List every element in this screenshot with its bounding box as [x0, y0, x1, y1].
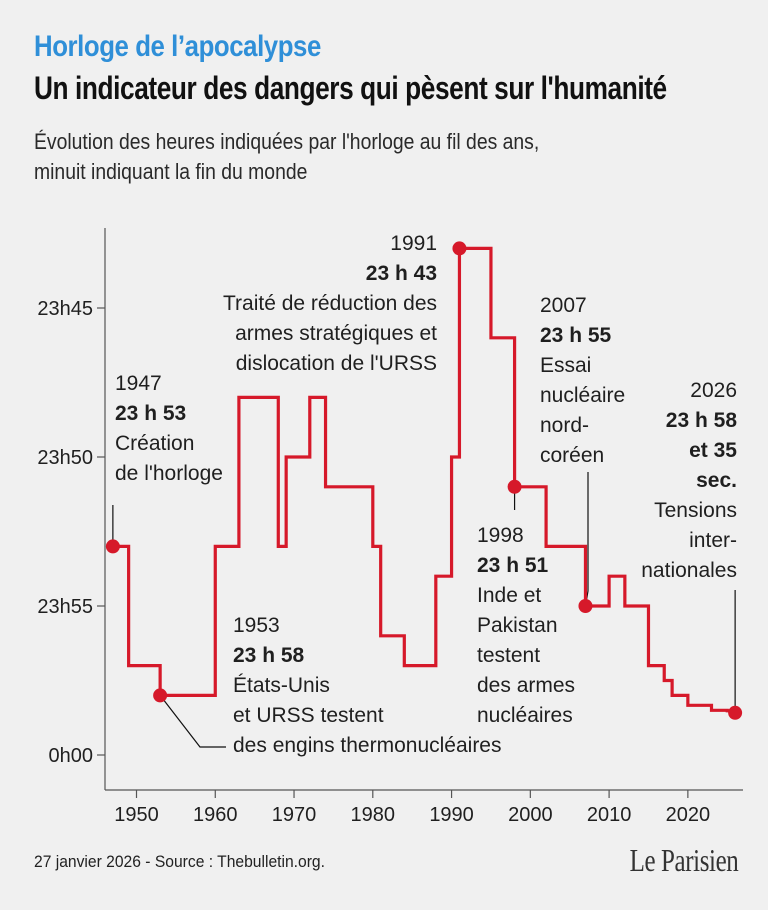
x-tick-label: 1950	[114, 804, 159, 826]
annotation-line: Essai	[540, 354, 591, 377]
subtitle-line-1: Évolution des heures indiquées par l'hor…	[34, 129, 540, 154]
annotation-line: Traité de réduction des	[223, 292, 437, 315]
y-tick-label: 23h55	[37, 596, 93, 618]
x-tick-label: 2010	[587, 804, 632, 826]
chart-subtitle: Évolution des heures indiquées par l'hor…	[34, 127, 539, 187]
series-group	[105, 241, 743, 720]
x-tick-label: 2000	[508, 804, 553, 826]
annotation-line: des engins thermonucléaires	[233, 734, 502, 757]
annotation-line: 2026	[690, 379, 737, 402]
chart-title: Un indicateur des dangers qui pèsent sur…	[34, 70, 667, 106]
annotation-line: et 35	[689, 439, 737, 462]
annotation-2007: 2007 23 h 55 Essai nucléaire nord-coréen	[540, 294, 625, 467]
highlight-point	[452, 241, 467, 256]
y-tick-label: 23h45	[37, 298, 93, 320]
annotation-line: Pakistan	[477, 614, 558, 637]
kicker: Horloge de l’apocalypse	[34, 30, 321, 63]
highlight-point	[578, 599, 593, 613]
annotation-line: 23 h 43	[366, 262, 437, 285]
annotation-line: Tensions	[654, 499, 737, 522]
annotation-line: 23 h 55	[540, 324, 612, 347]
annotation-line: États-Unis	[233, 674, 330, 697]
y-tick-label: 23h50	[37, 447, 93, 469]
axes: 23h45 23h50 23h55 0h00 1950 1960 1970 1980 1990 2…	[37, 228, 743, 826]
x-tick-label: 1970	[272, 804, 317, 826]
annotation-line: coréen	[540, 444, 604, 467]
annotation-line: 23 h 58	[233, 644, 305, 667]
annotation-line: 23 h 51	[477, 554, 549, 577]
annotation-line: Création	[115, 432, 194, 455]
annotation-leaders	[112, 472, 736, 748]
annotation-line: inter-	[689, 529, 737, 552]
clock-step-line	[112, 246, 737, 713]
annotation-line: nord-	[540, 414, 589, 437]
highlight-point	[728, 705, 743, 720]
annotation-1953: 1953 23 h 58 États-Unis et URSS testent des …	[233, 614, 502, 757]
source-note: 27 janvier 2026 - Source : Thebulletin.o…	[34, 852, 325, 871]
annotation-line: dislocation de l'URSS	[236, 352, 437, 375]
annotation-line: 2007	[540, 294, 587, 317]
highlight-point	[153, 688, 168, 703]
annotation-1998: 1998 23 h 51 Inde et Pakistan testent des arm…	[477, 524, 575, 727]
x-tick-label: 2020	[666, 804, 711, 826]
annotation-line: nationales	[641, 559, 737, 582]
annotation-1991: 1991 23 h 43 Traité de réduction des armes …	[223, 232, 437, 375]
x-tick-label: 1980	[351, 804, 396, 826]
annotation-line: nucléaire	[540, 384, 625, 407]
annotation-line: Inde et	[477, 584, 541, 607]
annotation-line: 23 h 53	[115, 402, 186, 425]
annotation-line: et URSS testent	[233, 704, 384, 727]
x-tick-label: 1990	[429, 804, 474, 826]
annotation-line: 23 h 58	[666, 409, 738, 432]
x-tick-label: 1960	[193, 804, 238, 826]
annotation-line: de l'horloge	[115, 462, 223, 485]
annotation-line: 1953	[233, 614, 280, 637]
annotation-line: nucléaires	[477, 704, 573, 727]
leader-1953	[159, 695, 226, 748]
highlight-point	[105, 539, 120, 554]
subtitle-line-2: minuit indiquant la fin du monde	[34, 159, 308, 184]
annotation-line: 1947	[115, 372, 162, 395]
annotation-line: sec.	[696, 469, 737, 492]
annotation-line: 1991	[390, 232, 437, 255]
y-tick-label: 0h00	[49, 745, 94, 767]
annotation-line: des armes	[477, 674, 575, 697]
annotations: 1947 23 h 53 Création de l'horloge 1953 23 h …	[115, 232, 737, 757]
annotation-1947: 1947 23 h 53 Création de l'horloge	[115, 372, 223, 485]
annotation-2026: 2026 23 h 58 et 35 sec. Tensions inter-nation…	[641, 379, 737, 582]
highlight-point	[507, 479, 522, 494]
annotation-line: 1998	[477, 524, 524, 547]
annotation-line: testent	[477, 644, 540, 667]
le-parisien-logo: Le Parisien	[629, 842, 738, 878]
annotation-line: armes stratégiques et	[235, 322, 437, 345]
